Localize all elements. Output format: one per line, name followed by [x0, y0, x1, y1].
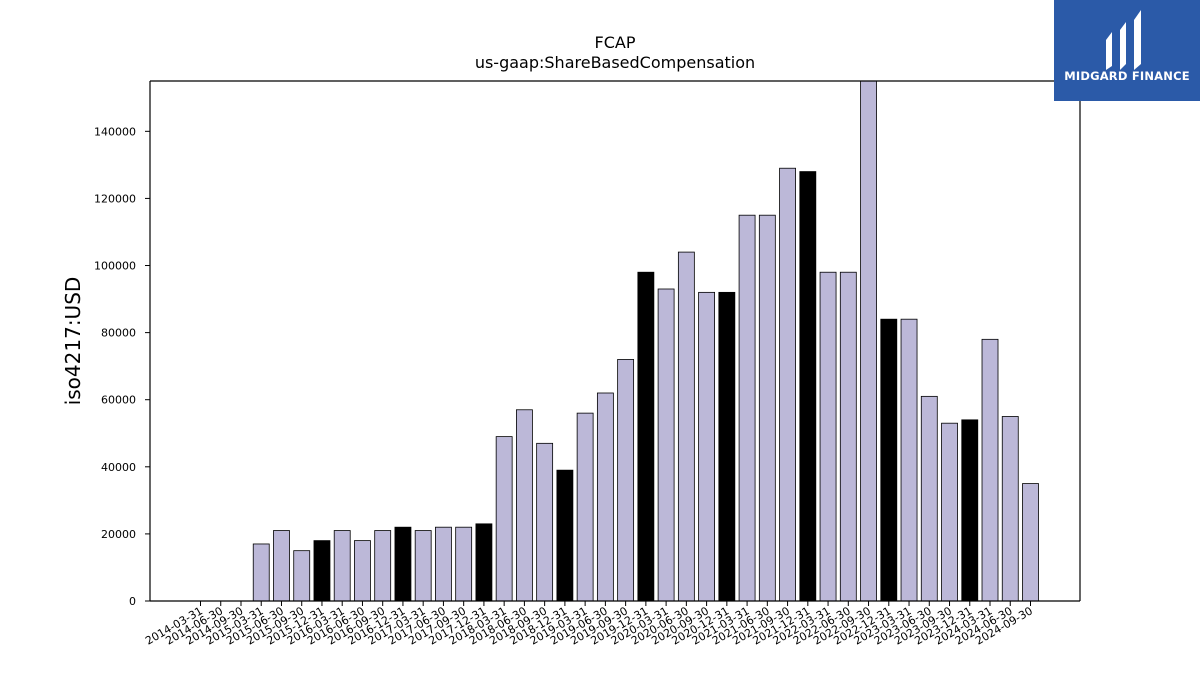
bar-2016-03-31 — [333, 530, 351, 602]
bar-2016-06-30 — [354, 540, 371, 602]
bar-2017-06-30 — [435, 526, 452, 602]
bar-2018-12-31 — [556, 469, 574, 602]
chart-subtitle: us-gaap:ShareBasedCompensation — [474, 53, 756, 72]
midgard-finance-logo: MIDGARD FINANCE — [1054, 0, 1200, 101]
bar-2015-09-30 — [293, 550, 311, 602]
bar-2015-06-30 — [273, 530, 290, 602]
bar-2015-12-31 — [313, 540, 331, 602]
bar-2024-06-30 — [1001, 416, 1019, 602]
y-tick-label-140000: 140000 — [94, 125, 136, 138]
logo-text: MIDGARD FINANCE — [1064, 69, 1190, 83]
bar-2022-03-31 — [819, 271, 837, 602]
logo-mark-icon — [1106, 10, 1141, 70]
y-axis-label: iso4217:USD — [61, 277, 85, 406]
bar-2021-06-30 — [758, 214, 776, 602]
bar-2019-09-30 — [617, 359, 635, 602]
bar-2018-09-30 — [536, 442, 554, 602]
bar-2018-06-30 — [516, 409, 533, 602]
chart-title: FCAP — [594, 33, 636, 52]
bar-2024-09-30 — [1022, 483, 1039, 602]
bar-2021-03-31 — [738, 214, 756, 602]
bar-2023-06-30 — [920, 395, 938, 602]
bar-2016-09-30 — [374, 530, 392, 602]
bar-2018-03-31 — [495, 436, 513, 602]
y-tick-label-120000: 120000 — [94, 192, 136, 205]
bar-2022-09-30 — [860, 80, 877, 602]
bar-2020-06-30 — [677, 251, 695, 602]
bar-2020-09-30 — [698, 291, 715, 602]
y-tick-label-0: 0 — [129, 595, 136, 608]
bar-2023-09-30 — [941, 422, 958, 602]
y-tick-label-40000: 40000 — [101, 461, 136, 474]
y-tick-label-80000: 80000 — [101, 327, 136, 340]
bar-2019-12-31 — [637, 271, 655, 602]
bar-2015-03-31 — [252, 543, 270, 602]
bar-2019-06-30 — [596, 392, 614, 602]
bar-2016-12-31 — [394, 526, 412, 602]
bar-2021-09-30 — [779, 167, 796, 602]
bar-2022-06-30 — [839, 271, 857, 602]
bar-2023-12-31 — [961, 419, 979, 602]
bar-2017-09-30 — [455, 526, 473, 602]
bar-2017-12-31 — [475, 523, 493, 602]
bar-2017-03-31 — [414, 530, 432, 602]
bar-2020-12-31 — [718, 291, 736, 602]
bar-2024-03-31 — [981, 338, 999, 602]
bar-2022-12-31 — [880, 318, 898, 602]
y-tick-label-60000: 60000 — [101, 394, 136, 407]
bar-2021-12-31 — [799, 171, 817, 602]
bar-2019-03-31 — [576, 412, 594, 602]
y-tick-label-100000: 100000 — [94, 260, 136, 273]
bar-2020-03-31 — [657, 288, 675, 602]
bar-2023-03-31 — [900, 318, 918, 602]
y-tick-label-20000: 20000 — [101, 528, 136, 541]
